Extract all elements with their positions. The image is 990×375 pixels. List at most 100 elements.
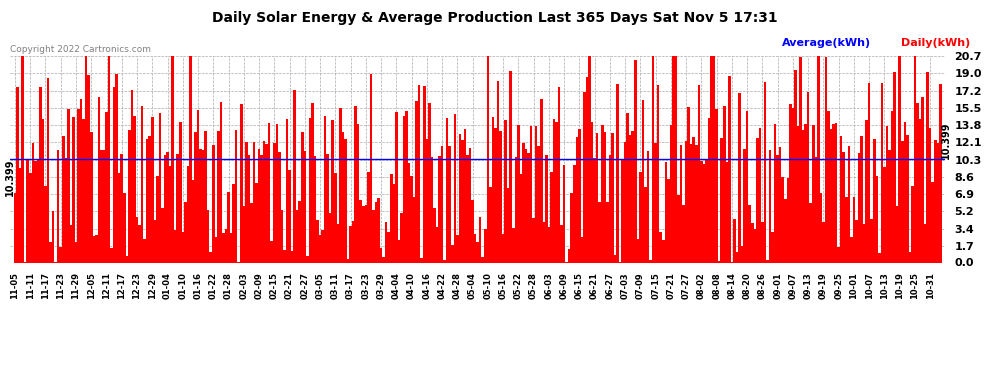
Bar xyxy=(563,165,565,262)
Bar xyxy=(291,251,293,262)
Bar xyxy=(550,172,552,262)
Text: Copyright 2022 Cartronics.com: Copyright 2022 Cartronics.com xyxy=(10,45,150,54)
Bar xyxy=(144,239,146,262)
Bar xyxy=(510,71,512,262)
Bar xyxy=(270,241,273,262)
Bar xyxy=(161,208,163,262)
Bar xyxy=(713,56,716,262)
Bar xyxy=(103,150,105,262)
Bar xyxy=(634,60,637,262)
Bar xyxy=(181,232,184,262)
Bar xyxy=(426,139,428,262)
Bar xyxy=(833,124,835,262)
Bar xyxy=(286,119,288,262)
Bar xyxy=(113,87,116,262)
Bar xyxy=(95,235,98,262)
Bar xyxy=(891,111,893,262)
Bar xyxy=(288,170,291,262)
Bar xyxy=(148,136,151,262)
Bar xyxy=(280,210,283,262)
Bar xyxy=(598,202,601,262)
Bar xyxy=(499,131,502,262)
Bar xyxy=(659,232,662,262)
Bar xyxy=(672,56,675,262)
Bar xyxy=(108,56,110,262)
Bar xyxy=(40,87,42,262)
Bar xyxy=(298,201,301,262)
Bar xyxy=(374,202,377,262)
Bar xyxy=(601,125,604,262)
Bar xyxy=(547,227,550,262)
Bar xyxy=(273,143,275,262)
Bar xyxy=(349,226,351,262)
Bar xyxy=(77,109,80,262)
Bar xyxy=(741,246,743,262)
Bar xyxy=(522,143,525,262)
Bar xyxy=(153,220,156,262)
Bar xyxy=(47,78,50,262)
Bar xyxy=(484,229,486,262)
Bar xyxy=(845,197,847,262)
Bar xyxy=(591,122,593,262)
Bar xyxy=(828,111,830,262)
Bar xyxy=(611,133,614,262)
Bar xyxy=(728,76,731,262)
Bar xyxy=(692,136,695,262)
Bar xyxy=(540,99,543,262)
Bar xyxy=(421,258,423,262)
Bar xyxy=(675,56,677,262)
Bar xyxy=(743,148,745,262)
Bar xyxy=(695,145,698,262)
Bar xyxy=(756,138,758,262)
Bar xyxy=(555,122,557,262)
Bar xyxy=(243,206,246,262)
Bar xyxy=(385,222,387,262)
Bar xyxy=(126,256,128,262)
Bar xyxy=(690,144,692,262)
Bar xyxy=(570,194,573,262)
Bar xyxy=(246,142,248,262)
Bar xyxy=(568,249,570,262)
Bar xyxy=(369,74,372,262)
Bar xyxy=(896,206,898,262)
Bar xyxy=(50,242,51,262)
Bar xyxy=(92,236,95,262)
Bar xyxy=(937,143,940,262)
Bar xyxy=(471,200,474,262)
Bar xyxy=(852,196,855,262)
Bar xyxy=(329,213,332,262)
Bar xyxy=(405,111,408,262)
Bar xyxy=(646,151,649,262)
Bar xyxy=(248,155,250,262)
Bar xyxy=(451,245,453,262)
Bar xyxy=(886,126,888,262)
Bar xyxy=(745,111,748,262)
Bar xyxy=(194,132,197,262)
Bar xyxy=(575,137,578,262)
Bar xyxy=(387,231,390,262)
Bar xyxy=(324,116,327,262)
Bar xyxy=(110,248,113,262)
Bar xyxy=(255,183,257,262)
Bar xyxy=(22,56,24,262)
Bar xyxy=(929,128,932,262)
Bar xyxy=(850,237,852,262)
Bar xyxy=(763,82,766,262)
Bar xyxy=(390,174,392,262)
Bar xyxy=(207,210,210,262)
Bar xyxy=(632,132,634,262)
Bar xyxy=(62,136,64,262)
Bar xyxy=(27,160,29,262)
Bar xyxy=(649,260,651,262)
Bar xyxy=(434,209,436,262)
Bar xyxy=(535,126,538,262)
Bar xyxy=(217,131,220,262)
Bar xyxy=(893,72,896,262)
Bar xyxy=(940,84,941,262)
Bar xyxy=(855,220,857,262)
Bar xyxy=(710,56,713,262)
Bar xyxy=(881,83,883,262)
Bar xyxy=(453,114,456,262)
Bar xyxy=(351,221,354,262)
Bar xyxy=(705,160,708,262)
